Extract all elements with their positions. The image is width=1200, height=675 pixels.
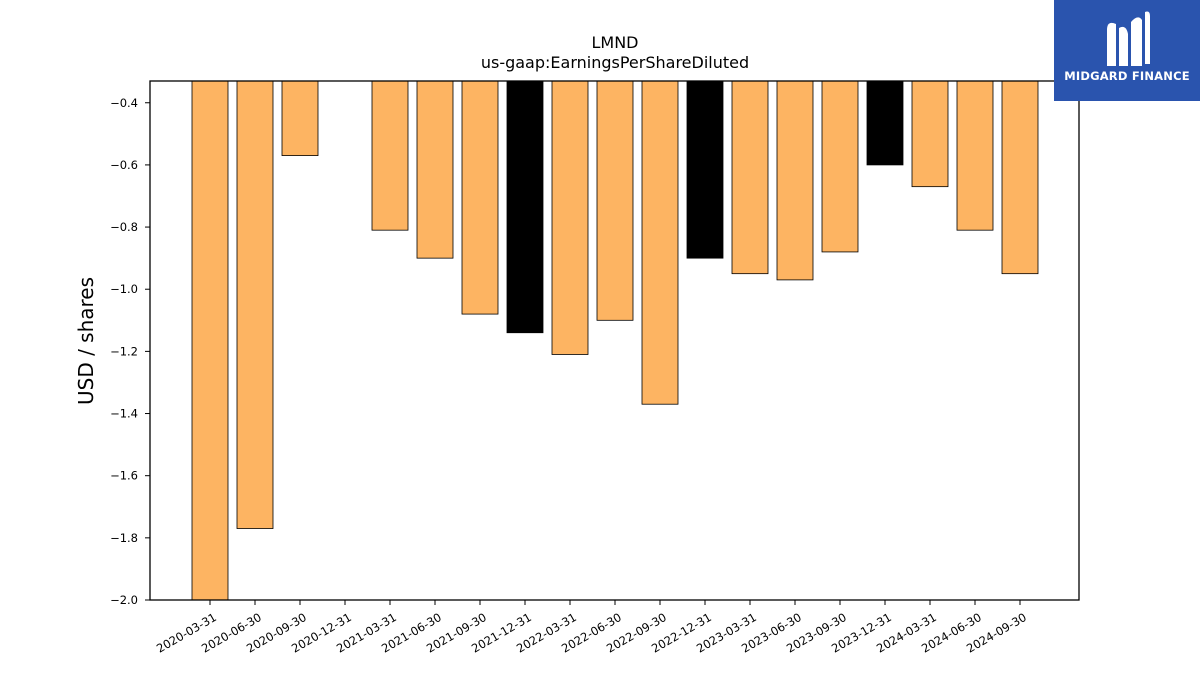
bar-2022-12-31 xyxy=(686,80,724,259)
y-tick-label: −1.2 xyxy=(110,344,138,358)
y-tick-label: −1.0 xyxy=(110,282,138,296)
y-axis-ticks: −0.4 −0.6 −0.8 −1.0 −1.2 −1.4 −1.6 −1.8 −2.0 xyxy=(110,96,150,607)
y-tick-label: −0.6 xyxy=(110,158,138,172)
y-tick-label: −1.6 xyxy=(110,469,138,483)
bar-2021-09-30 xyxy=(461,80,499,315)
bars-group xyxy=(191,80,1039,601)
plot-area-frame xyxy=(149,80,1080,601)
bar-2023-12-31 xyxy=(866,80,904,166)
bar-2024-03-31 xyxy=(911,80,949,188)
bar-2023-09-30 xyxy=(821,80,859,253)
bar-2022-06-30 xyxy=(596,80,634,321)
y-axis-label: USD / shares xyxy=(74,277,98,405)
chart-title: LMND xyxy=(591,33,638,52)
chart-subtitle: us-gaap:EarningsPerShareDiluted xyxy=(481,53,749,72)
x-axis-ticks: 2020-03-312020-06-302020-09-302020-12-31… xyxy=(154,600,1029,656)
midgard-logo-icon xyxy=(1107,11,1150,66)
bar-2022-03-31 xyxy=(551,80,589,355)
logo-text: MIDGARD FINANCE xyxy=(1064,69,1190,83)
bar-2021-06-30 xyxy=(416,80,454,259)
y-tick-label: −2.0 xyxy=(110,593,138,607)
bar-2021-03-31 xyxy=(371,80,409,231)
y-tick-label: −1.4 xyxy=(110,407,138,421)
y-tick-label: −1.8 xyxy=(110,531,138,545)
bar-2020-03-31 xyxy=(191,80,229,601)
bar-2020-09-30 xyxy=(281,80,319,156)
bar-2020-06-30 xyxy=(236,80,274,529)
bar-2024-06-30 xyxy=(956,80,994,231)
brand-logo: MIDGARD FINANCE xyxy=(1054,0,1200,101)
bar-2024-09-30 xyxy=(1001,80,1039,275)
y-tick-label: −0.8 xyxy=(110,220,138,234)
bar-2022-09-30 xyxy=(641,80,679,405)
bar-2021-12-31 xyxy=(506,80,544,334)
bar-2023-03-31 xyxy=(731,80,769,275)
y-tick-label: −0.4 xyxy=(110,96,138,110)
bar-2023-06-30 xyxy=(776,80,814,281)
